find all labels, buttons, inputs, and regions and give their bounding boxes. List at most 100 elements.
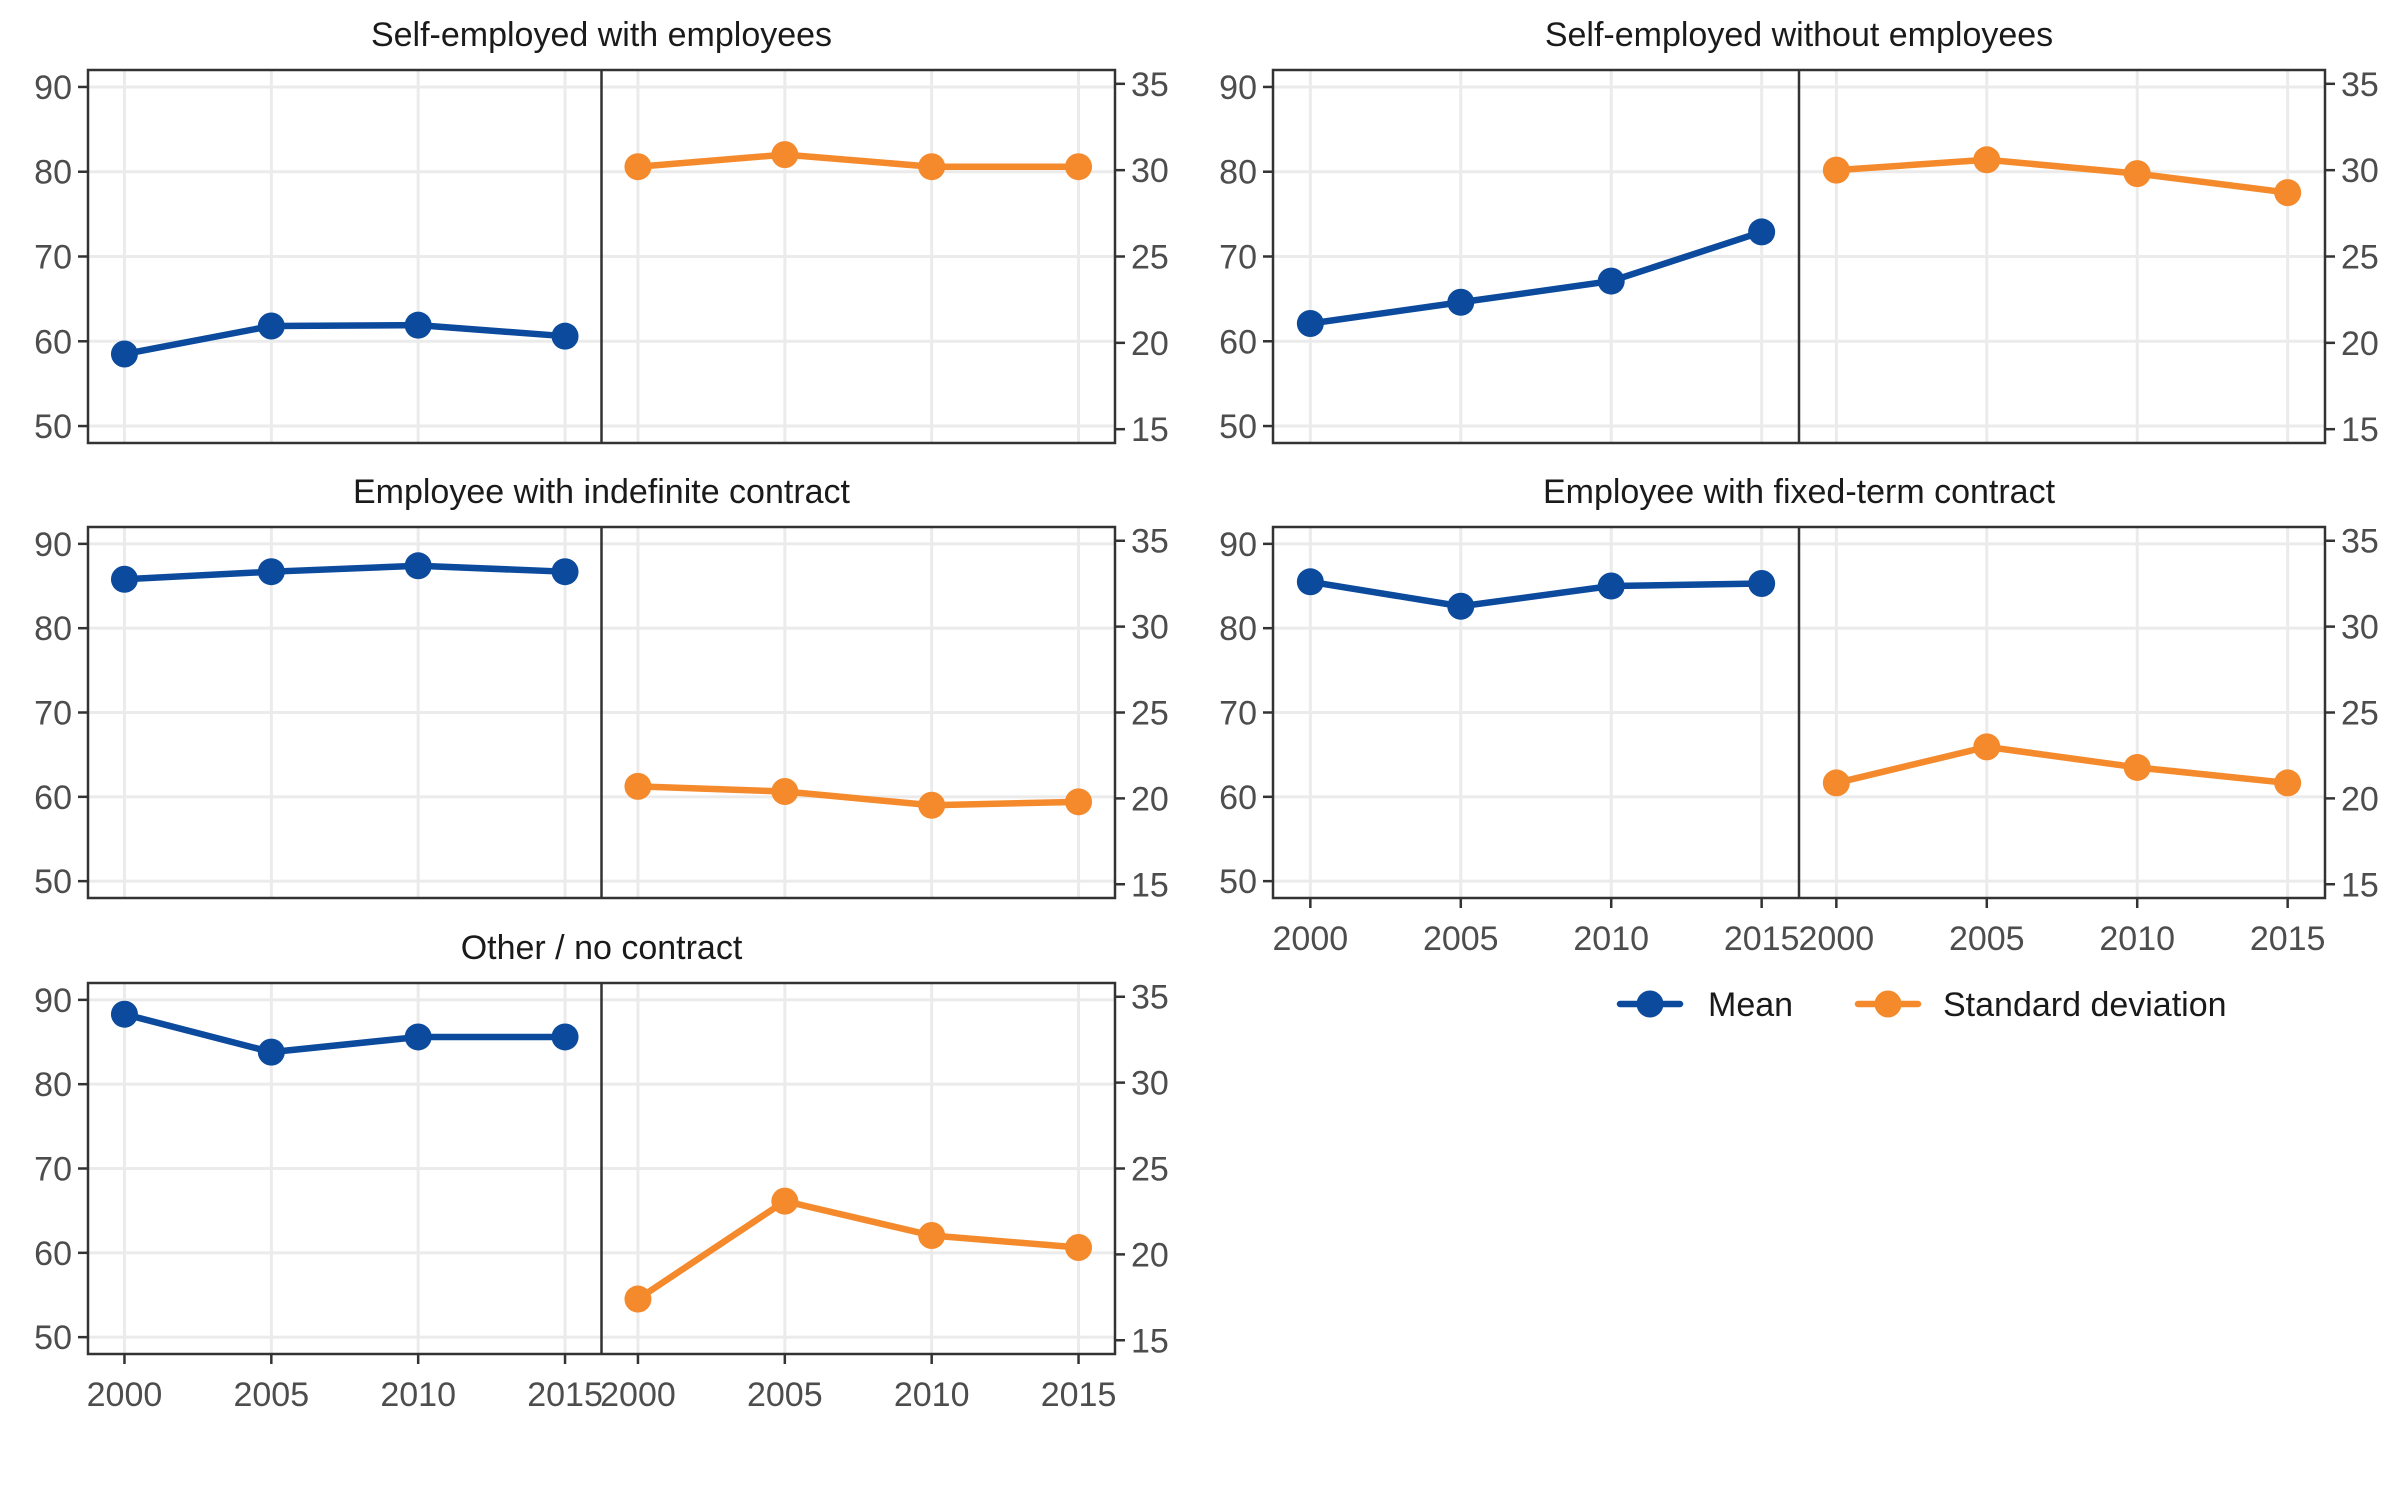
data-point	[1973, 146, 2001, 174]
legend: Mean Standard deviation	[1616, 986, 2227, 1024]
panel-title: Other / no contract	[461, 929, 743, 967]
x-axis-tick-label: 2015	[2250, 920, 2326, 958]
panel-title: Employee with fixed-term contract	[1543, 473, 2056, 511]
data-point	[918, 791, 946, 819]
data-point	[110, 1000, 138, 1028]
left-axis-tick-label: 80	[34, 154, 72, 192]
left-axis-tick-label: 90	[34, 982, 72, 1020]
data-point	[1065, 153, 1093, 181]
x-axis-tick-label: 2000	[1799, 920, 1875, 958]
right-axis-tick-label: 35	[2341, 66, 2379, 104]
right-axis-tick-label: 35	[2341, 523, 2379, 561]
left-axis-tick-label: 70	[34, 695, 72, 733]
series-line	[1833, 156, 2291, 196]
data-point	[771, 1187, 799, 1215]
legend-label: Standard deviation	[1943, 986, 2227, 1024]
series-line	[1833, 743, 2291, 787]
series-line	[121, 1010, 569, 1056]
series-line	[1307, 578, 1765, 610]
right-axis-tick-label: 20	[1131, 780, 1169, 818]
left-axis-tick-label: 50	[1219, 408, 1257, 446]
data-point	[2274, 179, 2302, 207]
left-axis-tick-label: 60	[1219, 323, 1257, 361]
legend-key-marker	[1874, 990, 1902, 1018]
x-axis-tick-label: 2005	[1423, 920, 1499, 958]
panel-title: Self-employed with employees	[371, 16, 832, 54]
series-standard-deviation	[1822, 733, 2302, 797]
x-axis-tick-label: 2000	[87, 1376, 163, 1414]
data-point	[110, 340, 138, 368]
right-axis-tick-label: 25	[2341, 695, 2379, 733]
data-point	[1822, 156, 1850, 184]
right-axis-tick-label: 25	[1131, 1151, 1169, 1189]
data-point	[404, 311, 432, 339]
left-axis-tick-label: 80	[34, 1066, 72, 1104]
series-mean	[110, 552, 579, 593]
data-point	[1748, 569, 1776, 597]
right-axis-tick-label: 30	[2341, 609, 2379, 647]
right-axis-tick-label: 15	[1131, 1322, 1169, 1360]
right-axis-tick-label: 15	[2341, 866, 2379, 904]
data-point	[257, 312, 285, 340]
data-point	[624, 772, 652, 800]
right-axis-tick-label: 15	[1131, 866, 1169, 904]
data-point	[257, 1038, 285, 1066]
series-line	[634, 1197, 1082, 1303]
panel-3: Employee with indefinite contract 50 60 70 8…	[34, 473, 1169, 904]
left-axis-tick-label: 90	[34, 526, 72, 564]
data-point	[1447, 288, 1475, 316]
right-axis-tick-label: 30	[2341, 152, 2379, 190]
data-point	[2123, 160, 2151, 188]
right-axis-tick-label: 35	[1131, 66, 1169, 104]
x-axis-tick-label: 2000	[600, 1376, 676, 1414]
left-axis-tick-label: 60	[34, 1235, 72, 1273]
x-axis-tick-label: 2010	[380, 1376, 456, 1414]
series-mean	[110, 311, 579, 368]
left-axis-tick-label: 50	[34, 863, 72, 901]
series-standard-deviation	[624, 141, 1093, 181]
right-axis-tick-label: 25	[1131, 695, 1169, 733]
series-standard-deviation	[1822, 146, 2302, 207]
data-point	[551, 1023, 579, 1051]
series-mean	[1296, 218, 1776, 337]
right-axis-tick-label: 30	[1131, 152, 1169, 190]
data-point	[404, 1023, 432, 1051]
series-mean	[110, 1000, 579, 1066]
left-axis-tick-label: 80	[1219, 610, 1257, 648]
left-axis-tick-label: 70	[1219, 239, 1257, 277]
left-axis-tick-label: 50	[34, 1319, 72, 1357]
right-axis-tick-label: 20	[1131, 1236, 1169, 1274]
data-point	[771, 778, 799, 806]
data-point	[1447, 592, 1475, 620]
series-standard-deviation	[624, 1187, 1093, 1313]
series-line	[121, 562, 569, 583]
x-axis-tick-label: 2005	[1949, 920, 2025, 958]
x-axis-tick-label: 2010	[2099, 920, 2175, 958]
right-axis-tick-label: 30	[1131, 609, 1169, 647]
panel-2: Self-employed without employees 50 60 70 80 9…	[1219, 16, 2379, 449]
left-axis-tick-label: 80	[1219, 154, 1257, 192]
left-axis-tick-label: 60	[34, 779, 72, 817]
data-point	[2123, 753, 2151, 781]
x-axis-tick-label: 2005	[233, 1376, 309, 1414]
data-point	[624, 153, 652, 181]
right-axis-tick-label: 20	[1131, 325, 1169, 363]
data-point	[1065, 788, 1093, 816]
panel-1: Self-employed with employees 50 60 70 80 90 15…	[34, 16, 1169, 449]
left-axis-tick-label: 50	[1219, 863, 1257, 901]
x-axis-tick-label: 2005	[747, 1376, 823, 1414]
legend-item: Mean	[1616, 986, 1793, 1024]
x-axis-tick-label: 2015	[527, 1376, 603, 1414]
data-point	[1597, 572, 1625, 600]
data-point	[1822, 769, 1850, 797]
data-point	[1065, 1234, 1093, 1262]
x-axis-tick-label: 2015	[1041, 1376, 1117, 1414]
left-axis-tick-label: 90	[34, 69, 72, 107]
left-axis-tick-label: 60	[34, 323, 72, 361]
data-point	[1296, 309, 1324, 337]
legend-key-marker	[1636, 990, 1664, 1018]
data-point	[1296, 568, 1324, 596]
series-line	[634, 151, 1082, 170]
series-line	[634, 783, 1082, 809]
